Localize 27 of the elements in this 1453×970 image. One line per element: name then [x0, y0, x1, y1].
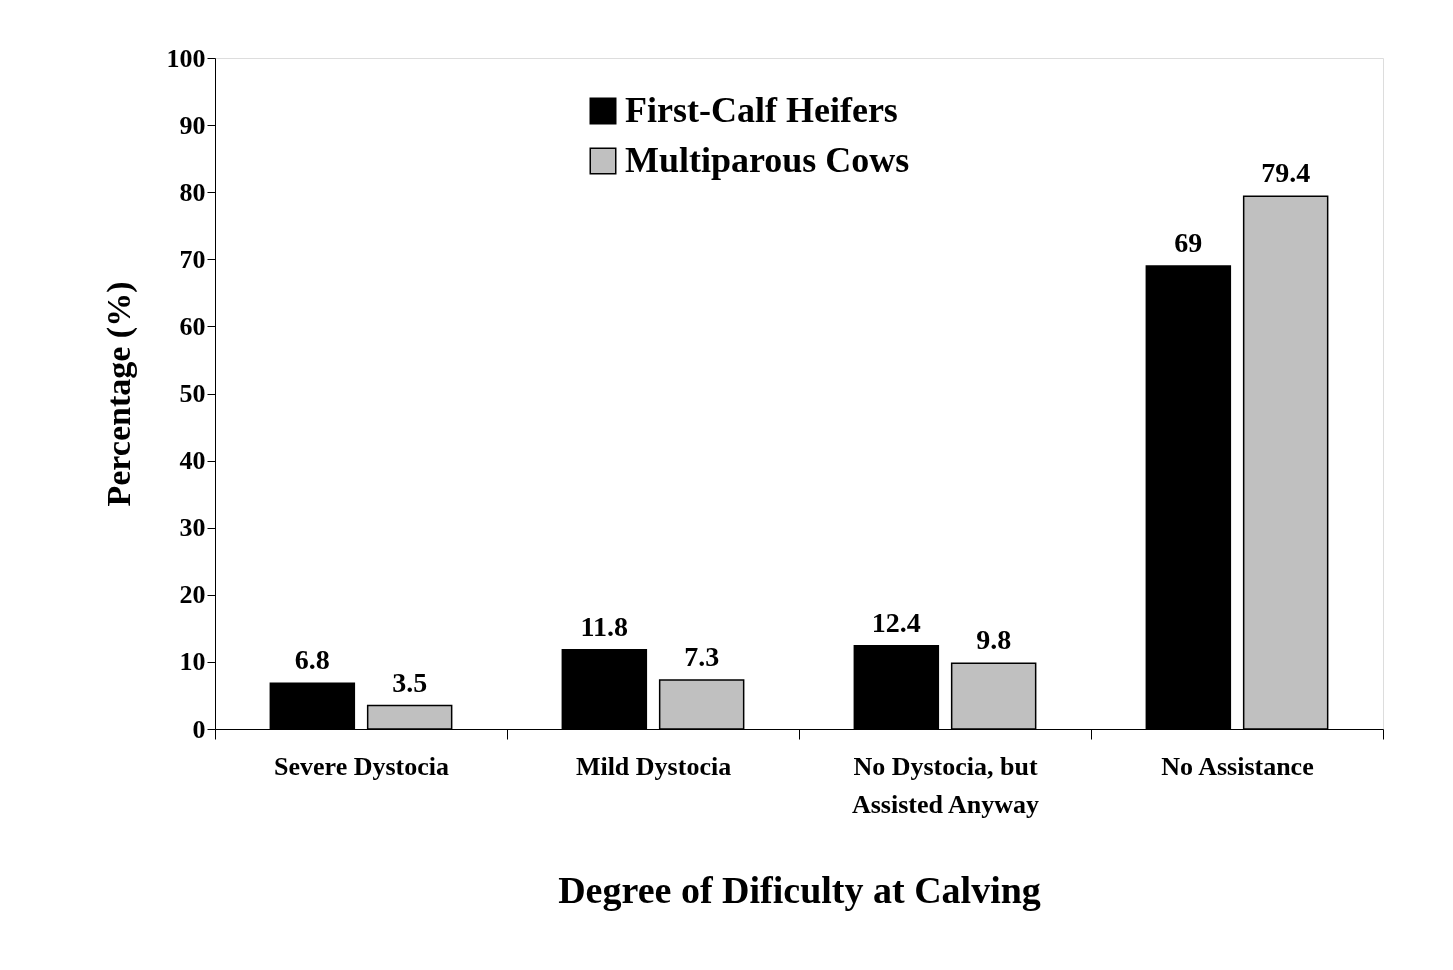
- data-label: 12.4: [871, 606, 921, 638]
- y-tick-label: 0: [192, 714, 206, 744]
- y-tick-label: 70: [179, 244, 206, 274]
- y-tick-label: 60: [179, 311, 206, 341]
- legend-label: Multiparous Cows: [625, 140, 910, 180]
- data-label: 3.5: [392, 666, 428, 698]
- y-tick-label: 10: [179, 647, 206, 677]
- x-tick-label: No Assistance: [1161, 751, 1314, 781]
- data-label: 9.8: [976, 624, 1012, 656]
- x-tick-label: Severe Dystocia: [274, 751, 449, 781]
- data-label: 69: [1174, 227, 1203, 259]
- y-tick-label: 20: [179, 580, 206, 610]
- y-tick-label: 90: [179, 110, 206, 140]
- x-tick-label: No Dystocia, but Assisted Anyway: [851, 751, 1040, 819]
- legend-label: First-Calf Heifers: [625, 90, 898, 130]
- y-tick-label: 50: [179, 379, 206, 408]
- x-tick-label: Mild Dystocia: [575, 751, 732, 781]
- y-tick-label: 40: [179, 446, 206, 476]
- data-label: 11.8: [580, 610, 629, 642]
- y-axis-title: Percentage (%): [99, 281, 138, 507]
- y-tick-label: 100: [166, 43, 206, 73]
- y-tick-label: 80: [179, 177, 206, 207]
- data-label: 79.4: [1261, 157, 1311, 189]
- data-label: 6.8: [294, 644, 330, 676]
- x-axis-title: Degree of Dificulty at Calving: [558, 868, 1041, 911]
- y-tick-label: 30: [179, 513, 206, 543]
- data-label: 7.3: [684, 641, 720, 673]
